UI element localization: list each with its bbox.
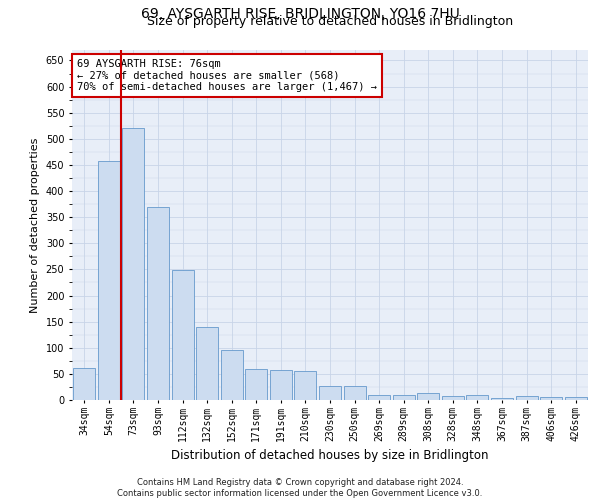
Bar <box>442 396 464 400</box>
Text: Contains HM Land Registry data © Crown copyright and database right 2024.
Contai: Contains HM Land Registry data © Crown c… <box>118 478 482 498</box>
Bar <box>392 395 415 400</box>
Bar <box>319 386 341 400</box>
Bar <box>515 396 538 400</box>
Bar <box>147 206 169 400</box>
Bar <box>196 327 218 400</box>
X-axis label: Distribution of detached houses by size in Bridlington: Distribution of detached houses by size … <box>171 449 489 462</box>
Bar <box>172 270 194 400</box>
Bar <box>466 396 488 400</box>
Bar <box>540 398 562 400</box>
Bar <box>73 368 95 400</box>
Bar <box>417 393 439 400</box>
Bar <box>295 372 316 400</box>
Bar <box>344 386 365 400</box>
Bar <box>270 370 292 400</box>
Bar <box>245 368 268 400</box>
Bar <box>98 160 120 400</box>
Bar <box>221 350 243 400</box>
Bar <box>565 398 587 400</box>
Bar <box>122 128 145 400</box>
Title: Size of property relative to detached houses in Bridlington: Size of property relative to detached ho… <box>147 15 513 28</box>
Bar <box>368 395 390 400</box>
Text: 69 AYSGARTH RISE: 76sqm
← 27% of detached houses are smaller (568)
70% of semi-d: 69 AYSGARTH RISE: 76sqm ← 27% of detache… <box>77 58 377 92</box>
Text: 69, AYSGARTH RISE, BRIDLINGTON, YO16 7HU: 69, AYSGARTH RISE, BRIDLINGTON, YO16 7HU <box>140 8 460 22</box>
Y-axis label: Number of detached properties: Number of detached properties <box>30 138 40 312</box>
Bar <box>491 398 513 400</box>
